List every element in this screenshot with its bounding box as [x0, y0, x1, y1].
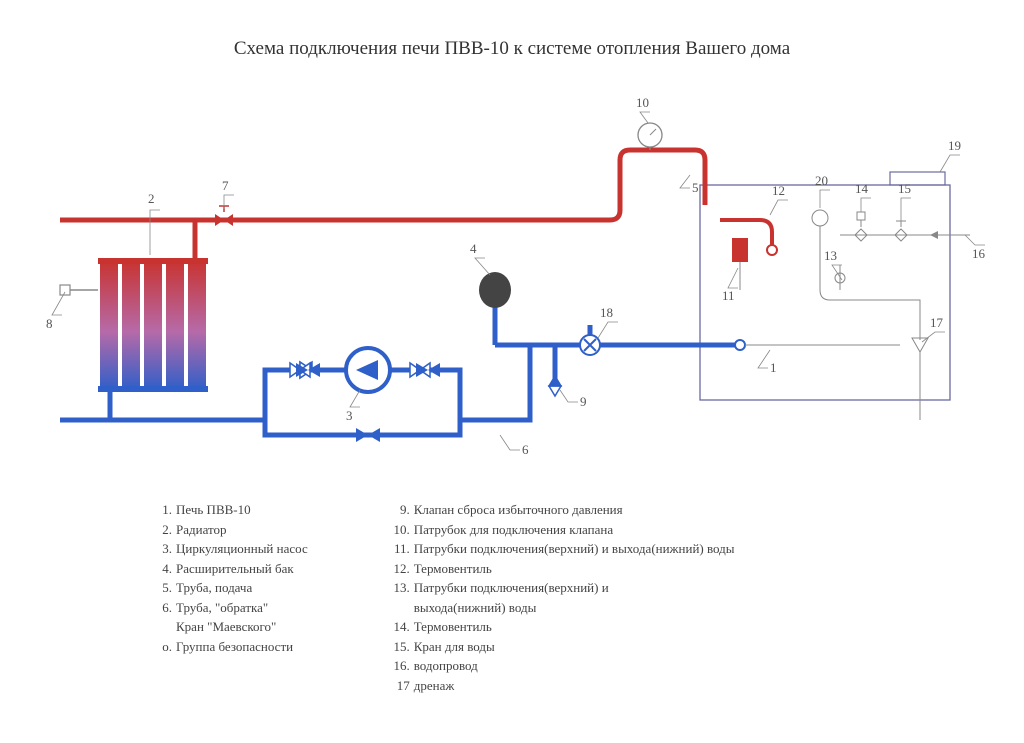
furnace [700, 172, 970, 420]
legend-right-column: 9.Клапан сброса избыточного давления10.П… [388, 500, 735, 695]
svg-text:17: 17 [930, 315, 944, 330]
legend-item: 14.Термовентиль [388, 617, 735, 637]
legend-item: 13.Патрубки подключения(верхний) и [388, 578, 735, 598]
svg-text:6: 6 [522, 442, 529, 457]
three-way-valve [580, 335, 600, 355]
legend-item: 6.Труба, "обратка" [150, 598, 308, 618]
legend-item: 4.Расширительный бак [150, 559, 308, 579]
legend-left-column: 1.Печь ПВВ-102.Радиатор3.Циркуляционный … [150, 500, 308, 695]
legend-item: Кран "Маевского" [150, 617, 308, 637]
legend-item: 10.Патрубок для подключения клапана [388, 520, 735, 540]
legend-item: 2.Радиатор [150, 520, 308, 540]
radiator [60, 206, 250, 420]
heating-schematic: 2 7 8 3 4 5 6 9 10 18 1 11 12 [0, 90, 1024, 500]
expansion-tank [479, 272, 530, 345]
svg-text:12: 12 [772, 183, 785, 198]
svg-text:11: 11 [722, 288, 735, 303]
svg-text:14: 14 [855, 181, 869, 196]
svg-text:19: 19 [948, 138, 961, 153]
legend-item: 11.Патрубки подключения(верхний) и выход… [388, 539, 735, 559]
legend-item: 3.Циркуляционный насос [150, 539, 308, 559]
svg-text:2: 2 [148, 191, 155, 206]
svg-text:7: 7 [222, 178, 229, 193]
legend-item: 12.Термовентиль [388, 559, 735, 579]
svg-text:4: 4 [470, 241, 477, 256]
svg-text:18: 18 [600, 305, 613, 320]
legend-item: выхода(нижний) воды [388, 598, 735, 618]
legend-item: 1.Печь ПВВ-10 [150, 500, 308, 520]
pipe-supply [60, 150, 705, 220]
svg-text:16: 16 [972, 246, 986, 261]
legend-item: о.Группа безопасности [150, 637, 308, 657]
svg-text:13: 13 [824, 248, 837, 263]
legend-item: 5.Труба, подача [150, 578, 308, 598]
svg-text:20: 20 [815, 173, 828, 188]
legend-item: 16.водопровод [388, 656, 735, 676]
svg-text:10: 10 [636, 95, 649, 110]
svg-text:15: 15 [898, 181, 911, 196]
svg-text:1: 1 [770, 360, 777, 375]
legend: 1.Печь ПВВ-102.Радиатор3.Циркуляционный … [150, 500, 735, 695]
svg-text:5: 5 [692, 180, 699, 195]
svg-text:8: 8 [46, 316, 53, 331]
svg-text:3: 3 [346, 408, 353, 423]
page-title: Схема подключения печи ПВВ-10 к системе … [0, 38, 1024, 60]
svg-text:9: 9 [580, 394, 587, 409]
legend-item: 15.Кран для воды [388, 637, 735, 657]
legend-item: 17дренаж [388, 676, 735, 696]
pump [346, 348, 390, 392]
legend-item: 9.Клапан сброса избыточного давления [388, 500, 735, 520]
